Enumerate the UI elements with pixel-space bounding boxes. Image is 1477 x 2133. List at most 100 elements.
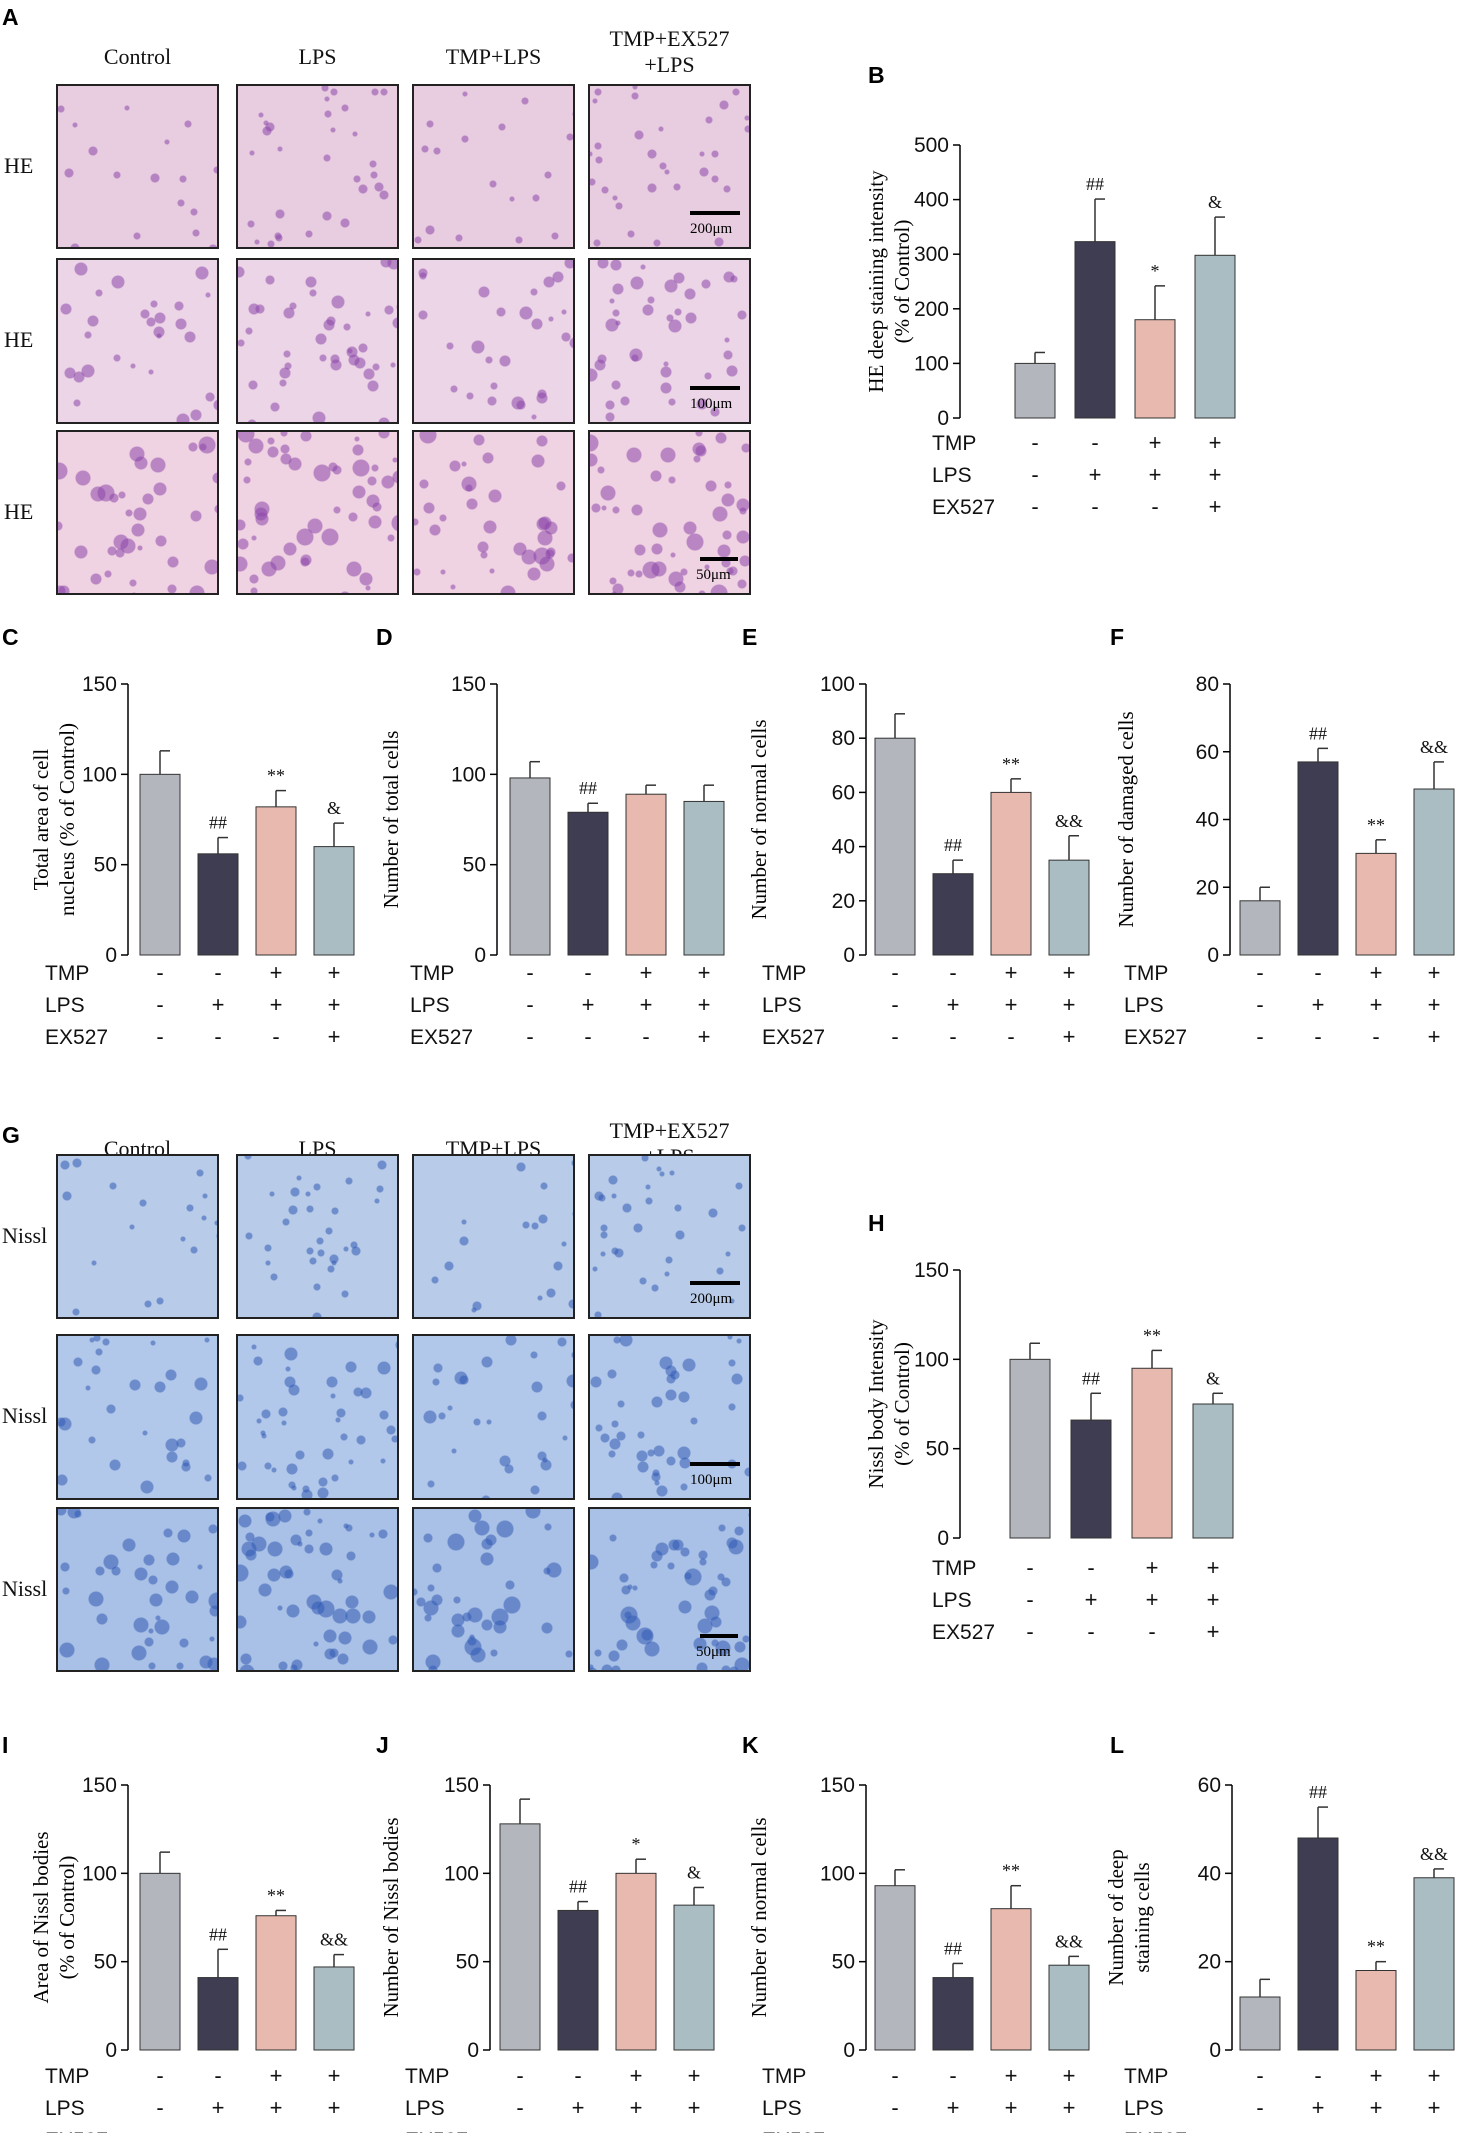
scale-text-he-1: 100μm: [690, 396, 733, 412]
bar-d-2: [625, 793, 667, 956]
significance-k-3: &&: [1055, 1931, 1083, 1951]
condition-d-1-1: +: [582, 992, 595, 1017]
y-tick-label-d-2: 100: [451, 763, 486, 786]
condition-i-2-1: -: [214, 2127, 221, 2133]
condition-f-0-3: +: [1428, 960, 1441, 985]
y-tick-label-l-0: 0: [1209, 2039, 1221, 2062]
panel-letter-f: F: [1110, 624, 1125, 650]
condition-label-f-1: LPS: [1124, 994, 1164, 1017]
micrograph-he-r2-c3: 50μm: [588, 430, 751, 595]
bar-h-0: [1009, 1358, 1051, 1539]
condition-label-l-0: TMP: [1124, 2065, 1168, 2088]
y-tick-label-b-2: 200: [914, 298, 949, 321]
micrograph-nissl-r2-c1: [236, 1507, 399, 1672]
condition-h-1-2: +: [1146, 1587, 1159, 1612]
y-tick-label-l-1: 20: [1198, 1951, 1221, 1974]
y-axis-label-l: Number of deepstaining cells: [1104, 1849, 1154, 1985]
column-label-he-3: TMP+EX527 +LPS: [609, 26, 730, 77]
condition-label-b-0: TMP: [932, 432, 976, 455]
condition-k-0-3: +: [1063, 2063, 1076, 2088]
significance-h-2: **: [1143, 1325, 1161, 1345]
y-axis-label-j: Number of Nissl bodies: [379, 1817, 403, 2017]
condition-label-j-2: EX527: [405, 2129, 468, 2133]
y-tick-label-e-4: 80: [832, 727, 855, 750]
y-axis-label-line-b-1: (% of Control): [890, 220, 914, 344]
condition-l-0-2: +: [1370, 2063, 1383, 2088]
condition-b-2-3: +: [1209, 494, 1222, 519]
y-tick-label-j-0: 0: [467, 2039, 479, 2062]
y-axis-label-line-h-0: Nissl body Intensity: [864, 1319, 888, 1489]
significance-l-1: ##: [1309, 1782, 1327, 1802]
y-axis-label-line-e-0: Number of normal cells: [747, 719, 771, 919]
panel-letter-j: J: [376, 1732, 389, 1758]
condition-d-0-3: +: [698, 960, 711, 985]
condition-c-2-0: -: [156, 1024, 163, 1049]
condition-i-0-0: -: [156, 2063, 163, 2088]
condition-c-0-1: -: [214, 960, 221, 985]
significance-k-2: **: [1002, 1861, 1020, 1881]
condition-f-0-2: +: [1370, 960, 1383, 985]
y-tick-label-b-0: 0: [937, 407, 949, 430]
column-label-he-2: TMP+LPS: [445, 44, 542, 69]
y-tick-label-e-2: 40: [832, 836, 855, 859]
condition-k-1-1: +: [947, 2095, 960, 2120]
condition-i-0-2: +: [270, 2063, 283, 2088]
micrograph-he-r1-c1: [236, 258, 399, 424]
condition-f-0-1: -: [1314, 960, 1321, 985]
panel-letter-g: G: [2, 1122, 20, 1148]
micrograph-he-r2-c2: [412, 430, 575, 595]
bar-h-1: [1070, 1419, 1112, 1539]
y-tick-label-i-1: 50: [94, 1951, 117, 1974]
scale-text-he-2: 50μm: [696, 567, 731, 583]
y-tick-label-b-3: 300: [914, 243, 949, 266]
y-axis-label-k: Number of normal cells: [747, 1817, 771, 2017]
y-tick-label-c-0: 0: [105, 944, 117, 967]
scale-bar-nissl-2: [700, 1634, 738, 1638]
condition-j-2-1: -: [574, 2127, 581, 2133]
bar-e-0: [874, 737, 916, 956]
y-tick-label-c-2: 100: [82, 763, 117, 786]
condition-h-1-0: -: [1026, 1587, 1033, 1612]
condition-label-e-0: TMP: [762, 962, 806, 985]
condition-e-1-0: -: [891, 992, 898, 1017]
bar-j-2: [615, 1872, 657, 2051]
bar-l-1: [1297, 1837, 1339, 2051]
condition-c-2-2: -: [272, 1024, 279, 1049]
condition-h-0-2: +: [1146, 1555, 1159, 1580]
condition-label-e-2: EX527: [762, 1026, 825, 1049]
condition-e-1-1: +: [947, 992, 960, 1017]
condition-j-0-2: +: [630, 2063, 643, 2088]
y-axis-label-line-l-1: staining cells: [1130, 1862, 1154, 1972]
condition-i-1-3: +: [328, 2095, 341, 2120]
y-tick-label-f-0: 0: [1207, 944, 1219, 967]
condition-label-d-2: EX527: [410, 1026, 473, 1049]
scale-bar-he-0: [690, 211, 740, 215]
condition-k-1-2: +: [1005, 2095, 1018, 2120]
condition-j-2-0: -: [516, 2127, 523, 2133]
condition-d-1-2: +: [640, 992, 653, 1017]
y-axis-label-line-j-0: Number of Nissl bodies: [379, 1817, 403, 2017]
bar-f-2: [1355, 852, 1397, 956]
significance-d-1: ##: [579, 778, 597, 798]
y-tick-label-h-2: 100: [914, 1348, 949, 1371]
condition-d-1-3: +: [698, 992, 711, 1017]
bar-b-0: [1014, 362, 1056, 419]
bar-i-3: [313, 1966, 355, 2051]
condition-label-k-2: EX527: [762, 2129, 825, 2133]
condition-i-0-1: -: [214, 2063, 221, 2088]
row-label-nissl-0: Nissl: [2, 1222, 48, 1248]
panel-letter-k: K: [742, 1732, 759, 1758]
panel-letter-e: E: [742, 624, 758, 650]
condition-j-0-1: -: [574, 2063, 581, 2088]
condition-l-0-1: -: [1314, 2063, 1321, 2088]
bar-d-1: [567, 811, 609, 956]
y-tick-label-c-3: 150: [82, 673, 117, 696]
condition-label-j-1: LPS: [405, 2097, 445, 2120]
condition-b-0-0: -: [1031, 430, 1038, 455]
y-axis-label-line-l-0: Number of deep: [1104, 1849, 1128, 1985]
scale-bar-nissl-1: [690, 1462, 740, 1466]
scale-text-nissl-2: 50μm: [696, 1644, 731, 1660]
panel-letter-b: B: [868, 62, 885, 88]
row-label-he-1: HE: [4, 327, 34, 352]
